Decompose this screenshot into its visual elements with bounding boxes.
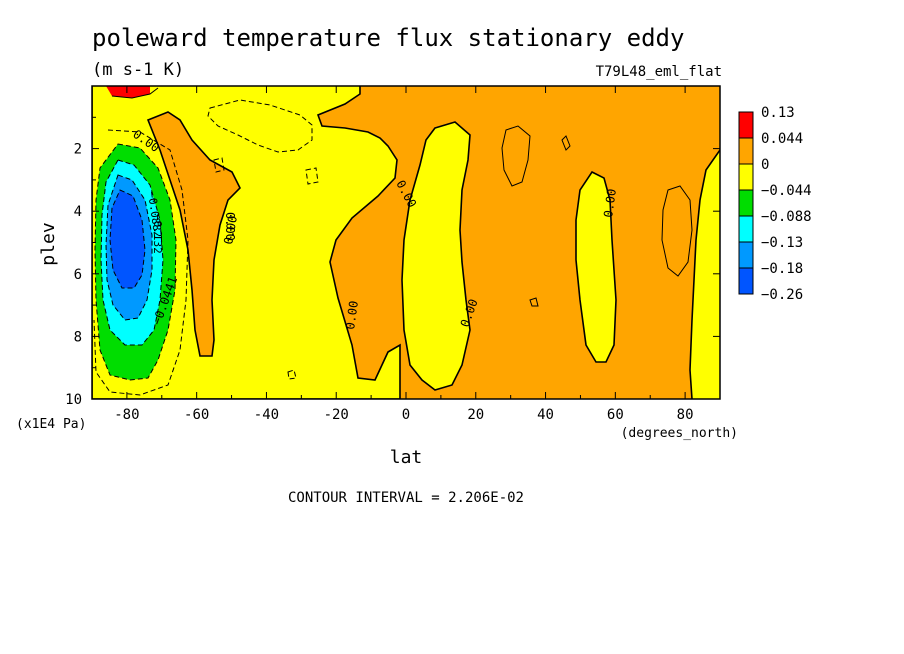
- x-tick-label: 80: [677, 407, 694, 423]
- contour-label: 0.00: [343, 300, 361, 331]
- contour-labels: 0.00 0.00 0.00 0.00 0.00 0.00 0.00 −0.08…: [130, 127, 619, 330]
- units-label: (m s-1 K): [92, 60, 184, 80]
- colorbar: 0.13 0.044 0 −0.044 −0.088 −0.13 −0.18 −0.26: [738, 105, 812, 303]
- colorbar-label: −0.26: [761, 287, 803, 303]
- positive-contours: [111, 87, 693, 307]
- negative-tongue-southern-midlat: [148, 112, 240, 356]
- contour-label: −0.0882: [145, 191, 164, 239]
- x-tick-label: -40: [254, 407, 279, 423]
- positive-maximum: [106, 86, 150, 98]
- colorbar-swatch: [738, 189, 754, 217]
- x-tick-label: 20: [467, 407, 484, 423]
- colorbar-label: −0.044: [761, 183, 812, 199]
- colorbar-label: 0: [761, 157, 769, 173]
- negative-core-blue: [110, 190, 145, 288]
- x-axis-units: (degrees_north): [621, 426, 738, 441]
- x-tick-label: -60: [184, 407, 209, 423]
- colorbar-swatch: [738, 111, 754, 139]
- negative-region-equatorial: [402, 122, 470, 390]
- colorbar-swatch: [738, 163, 754, 191]
- colorbar-label: 0.044: [761, 131, 803, 147]
- y-axis: 2 4 6 8 10: [65, 116, 720, 408]
- contour-label: 0.00: [223, 212, 237, 241]
- colorbar-swatch: [738, 215, 754, 243]
- y-tick-label: 6: [74, 267, 82, 283]
- y-axis-label: plev: [38, 222, 59, 265]
- zero-contours: [92, 86, 720, 399]
- contour-label: −0.132: [151, 214, 164, 254]
- colorbar-swatch: [738, 137, 754, 165]
- dataset-label: T79L48_eml_flat: [596, 64, 722, 80]
- chart-title: poleward temperature flux stationary edd…: [92, 24, 684, 52]
- contour-label: 0.00: [601, 188, 619, 219]
- y-tick-label: 8: [74, 329, 82, 345]
- x-tick-label: -20: [324, 407, 349, 423]
- contour-interval: CONTOUR INTERVAL = 2.206E-02: [288, 490, 524, 506]
- colorbar-swatch: [738, 241, 754, 269]
- x-axis-label: lat: [390, 447, 423, 468]
- y-tick-label: 2: [74, 142, 82, 158]
- colorbar-swatch: [738, 267, 754, 295]
- y-tick-label: 10: [65, 392, 82, 408]
- negative-region-north-midlat: [576, 172, 616, 362]
- x-tick-label: -80: [114, 407, 139, 423]
- negative-contours: [93, 99, 319, 396]
- y-axis-units: (x1E4 Pa): [16, 417, 86, 432]
- negative-region-polar-north: [690, 150, 720, 399]
- x-axis: -80 -60 -40 -20 0 20 40 60 80: [91, 86, 721, 423]
- colorbar-label: −0.088: [761, 209, 812, 225]
- colorbar-label: −0.18: [761, 261, 803, 277]
- filled-contours: 0.00 0.00 0.00 0.00 0.00 0.00 0.00 −0.08…: [92, 86, 720, 399]
- x-tick-label: 40: [537, 407, 554, 423]
- contour-label: 0.00: [221, 215, 240, 246]
- x-tick-label: 0: [402, 407, 410, 423]
- y-tick-label: 4: [74, 204, 82, 220]
- x-tick-label: 60: [607, 407, 624, 423]
- colorbar-label: 0.13: [761, 105, 795, 121]
- colorbar-label: −0.13: [761, 235, 803, 251]
